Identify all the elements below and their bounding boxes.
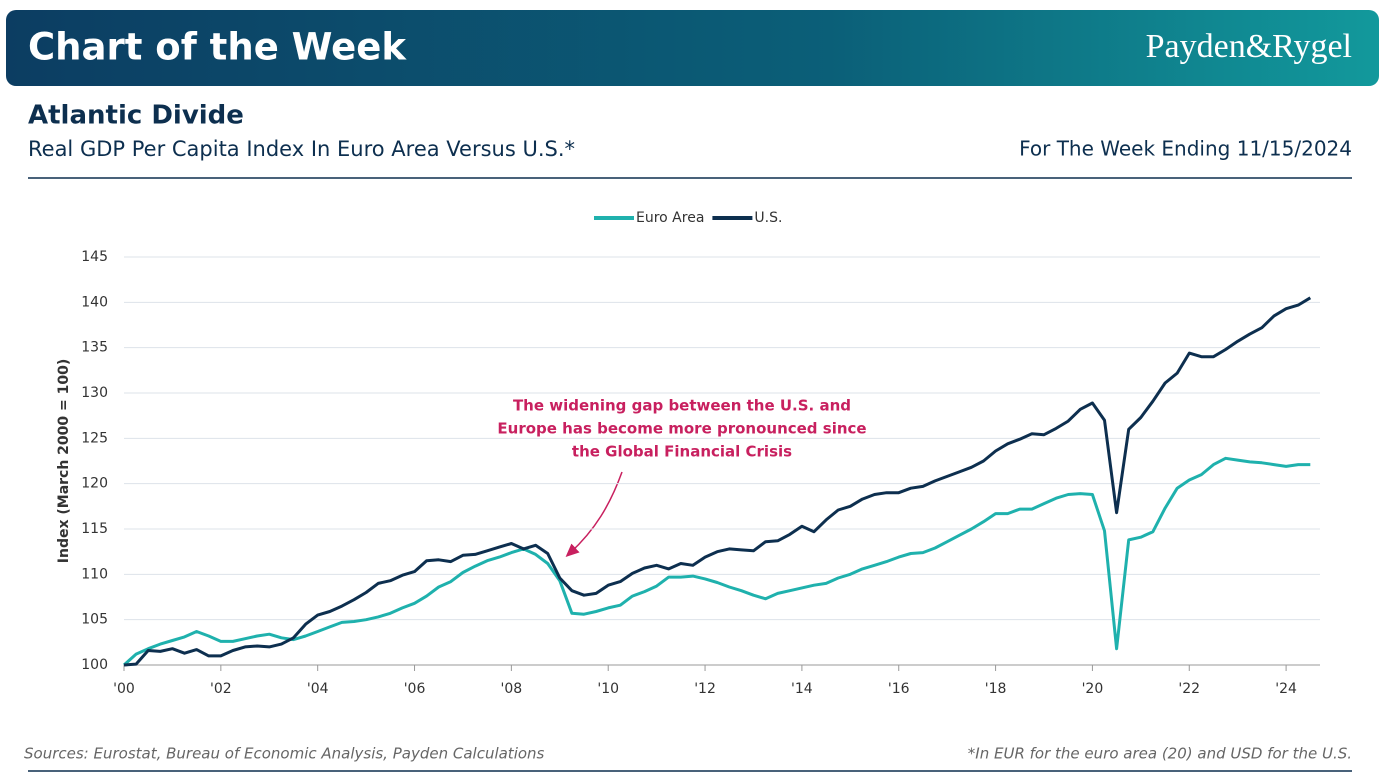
x-tick-label: '16 — [888, 681, 910, 697]
x-tick-label: '14 — [791, 681, 813, 697]
date-note: For The Week Ending 11/15/2024 — [1019, 137, 1352, 161]
x-tick-label: '10 — [597, 681, 619, 697]
footnote: *In EUR for the euro area (20) and USD f… — [968, 745, 1352, 763]
x-tick-label: '04 — [307, 681, 329, 697]
brand: Payden&Rygel — [1146, 28, 1352, 65]
annotation: Europe has become more pronounced since — [497, 420, 866, 438]
y-tick-label: 140 — [81, 294, 108, 310]
y-tick-label: 125 — [81, 430, 108, 446]
y-tick-label: 100 — [81, 657, 108, 673]
x-tick-label: '06 — [404, 681, 426, 697]
x-tick-label: '24 — [1275, 681, 1297, 697]
series-line — [122, 456, 1311, 667]
x-tick-label: '18 — [985, 681, 1007, 697]
x-tick-label: '20 — [1082, 681, 1104, 697]
header-banner — [6, 10, 1379, 86]
y-tick-label: 120 — [81, 476, 108, 492]
x-tick-label: '22 — [1178, 681, 1200, 697]
y-tick-label: 115 — [81, 521, 108, 537]
x-tick-label: '00 — [113, 681, 135, 697]
y-tick-label: 105 — [81, 612, 108, 628]
sources: Sources: Eurostat, Bureau of Economic An… — [24, 745, 545, 763]
annotation: the Global Financial Crisis — [572, 443, 792, 461]
banner-title: Chart of the Week — [28, 26, 407, 69]
legend-label: U.S. — [754, 210, 782, 226]
legend-label: Euro Area — [636, 210, 704, 226]
y-tick-label: 110 — [81, 566, 108, 582]
chart-title: Atlantic Divide — [28, 101, 244, 131]
chart-subtitle: Real GDP Per Capita Index In Euro Area V… — [28, 137, 575, 161]
series-line — [123, 296, 1312, 667]
y-tick-label: 135 — [81, 340, 108, 356]
y-tick-label: 145 — [81, 249, 108, 265]
x-tick-label: '02 — [210, 681, 232, 697]
annotation-arrow — [565, 471, 623, 558]
x-tick-label: '12 — [694, 681, 716, 697]
y-axis-label: Index (March 2000 = 100) — [56, 359, 72, 563]
y-tick-label: 130 — [81, 385, 108, 401]
x-tick-label: '08 — [501, 681, 523, 697]
annotation: The widening gap between the U.S. and — [513, 397, 851, 415]
